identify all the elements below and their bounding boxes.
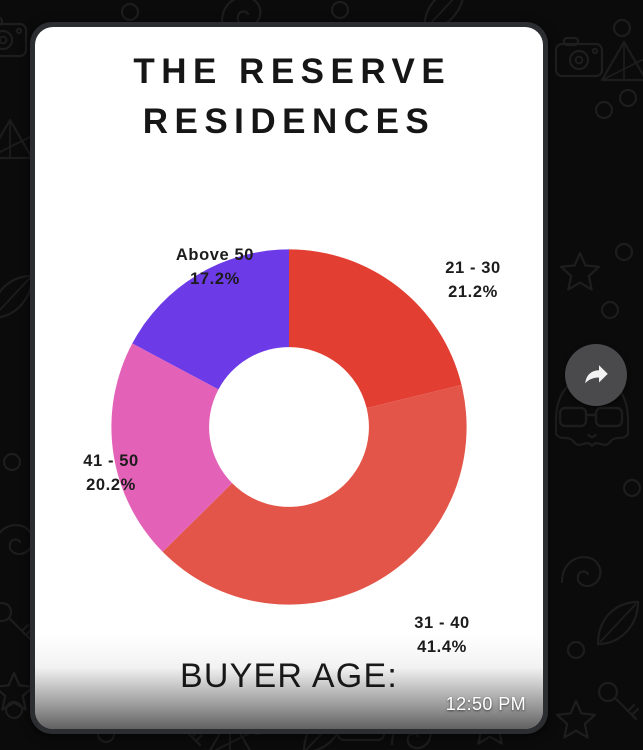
donut-slices	[111, 249, 467, 605]
slice-label-above-50-name: Above 50	[175, 246, 255, 264]
slice-label-41-50-name: 41 - 50	[83, 452, 139, 470]
slice-label-above-50: Above 50 17.2%	[150, 244, 280, 292]
chart-caption: BUYER AGE:	[180, 657, 398, 695]
donut-slice-above-50	[132, 249, 289, 390]
slice-label-41-50-percent: 20.2%	[86, 475, 136, 494]
slice-label-above-50-percent: 17.2%	[190, 269, 240, 288]
donut-slice-31---40	[162, 384, 467, 605]
slice-label-31-40: 31 - 40 41.4%	[382, 612, 502, 660]
slice-label-21-30-percent: 21.2%	[448, 282, 498, 301]
poster-image[interactable]: THE RESERVE RESIDENCES Above 50 17.2% 21…	[35, 27, 543, 729]
donut-slice-21---30	[289, 249, 462, 409]
slice-label-31-40-name: 31 - 40	[414, 614, 470, 632]
donut-slice-41---50	[111, 343, 233, 552]
page-title: THE RESERVE RESIDENCES	[133, 52, 452, 141]
forward-button[interactable]	[565, 344, 627, 406]
donut-chart-svg	[111, 249, 467, 605]
slice-label-21-30: 21 - 30 21.2%	[413, 257, 533, 305]
forward-arrow-icon	[585, 365, 608, 384]
slice-label-21-30-name: 21 - 30	[445, 259, 501, 277]
image-message-bubble[interactable]: THE RESERVE RESIDENCES Above 50 17.2% 21…	[30, 22, 548, 734]
donut-chart: Above 50 17.2% 21 - 30 21.2% 41 - 50 20.…	[35, 222, 543, 656]
slice-label-41-50: 41 - 50 20.2%	[51, 450, 171, 498]
message-timestamp: 12:50 PM	[445, 694, 526, 714]
